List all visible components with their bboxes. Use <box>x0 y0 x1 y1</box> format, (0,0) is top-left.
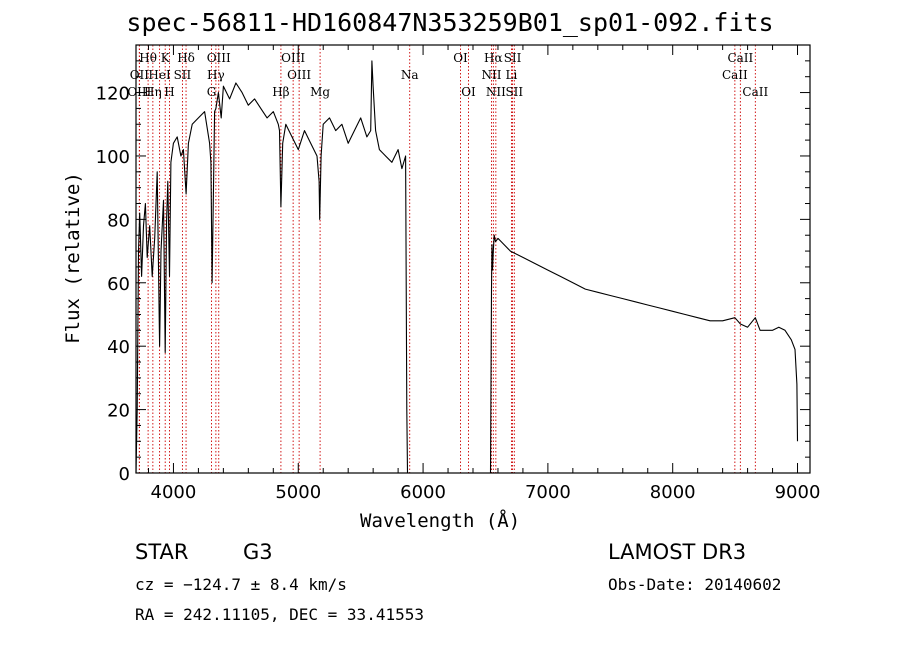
spectral-line-label: Hβ <box>272 85 289 99</box>
coordinates: RA = 242.11105, DEC = 33.41553 <box>135 605 424 624</box>
spectral-line-label: NII <box>481 68 501 82</box>
spectral-line-label: Mg <box>310 85 330 99</box>
spectral-line-label: NII <box>486 85 506 99</box>
plot-frame <box>135 44 811 474</box>
observation-date: Obs-Date: 20140602 <box>608 575 782 594</box>
spectral-line-label: Hα <box>484 51 503 65</box>
y-tick-label: 0 <box>119 464 130 485</box>
spectral-line-label: G <box>207 85 217 99</box>
spectrum-line <box>135 60 799 474</box>
spectral-line-label: Na <box>401 68 419 82</box>
x-tick-label: 5000 <box>275 482 321 503</box>
spectral-line-label: OIII <box>287 68 311 82</box>
spectral-line-label: CaII <box>742 85 768 99</box>
chart-title: spec-56811-HD160847N353259B01_sp01-092.f… <box>126 8 774 37</box>
y-tick-label: 80 <box>107 210 130 231</box>
spectral-line-label: K <box>161 51 171 65</box>
spectral-line-label: CaII <box>727 51 753 65</box>
y-tick-label: 60 <box>107 274 130 295</box>
x-axis-label: Wavelength (Å) <box>360 510 521 532</box>
spectral-line-label: HeI <box>148 68 171 82</box>
object-type: STAR <box>135 540 189 564</box>
survey-name: LAMOST DR3 <box>608 540 747 564</box>
spectral-line-label: SII <box>505 85 523 99</box>
redshift-velocity: cz = −124.7 ± 8.4 km/s <box>135 575 347 594</box>
y-tick-label: 40 <box>107 337 130 358</box>
spectral-line-label: OII <box>130 68 150 82</box>
spectral-line-label: CaII <box>722 68 748 82</box>
spectral-line-label: Hδ <box>177 51 195 65</box>
spectral-line-label: SII <box>504 51 522 65</box>
spectral-line-label: SII <box>174 68 192 82</box>
x-tick-label: 7000 <box>525 482 571 503</box>
object-class: G3 <box>243 540 273 564</box>
y-tick-label: 20 <box>107 401 130 422</box>
y-tick-label: 100 <box>96 147 130 168</box>
spectral-line-label: Li <box>506 68 518 82</box>
x-tick-label: 9000 <box>775 482 821 503</box>
spectral-line-label: OI <box>461 85 476 99</box>
spectral-line-label: Hη <box>144 85 162 99</box>
spectral-line-label: Hθ <box>139 51 157 65</box>
x-tick-label: 4000 <box>151 482 197 503</box>
x-tick-label: 6000 <box>400 482 446 503</box>
spectral-line-label: OIII <box>207 51 231 65</box>
y-axis-label: Flux (relative) <box>62 172 84 344</box>
spectral-line-label: OIII <box>127 85 151 99</box>
spectral-line-label: OI <box>453 51 468 65</box>
x-tick-label: 8000 <box>650 482 696 503</box>
spectral-line-label: H <box>164 85 174 99</box>
spectral-line-label: OIII <box>281 51 305 65</box>
spectral-line-label: Hγ <box>207 68 225 82</box>
y-tick-label: 120 <box>96 84 130 105</box>
